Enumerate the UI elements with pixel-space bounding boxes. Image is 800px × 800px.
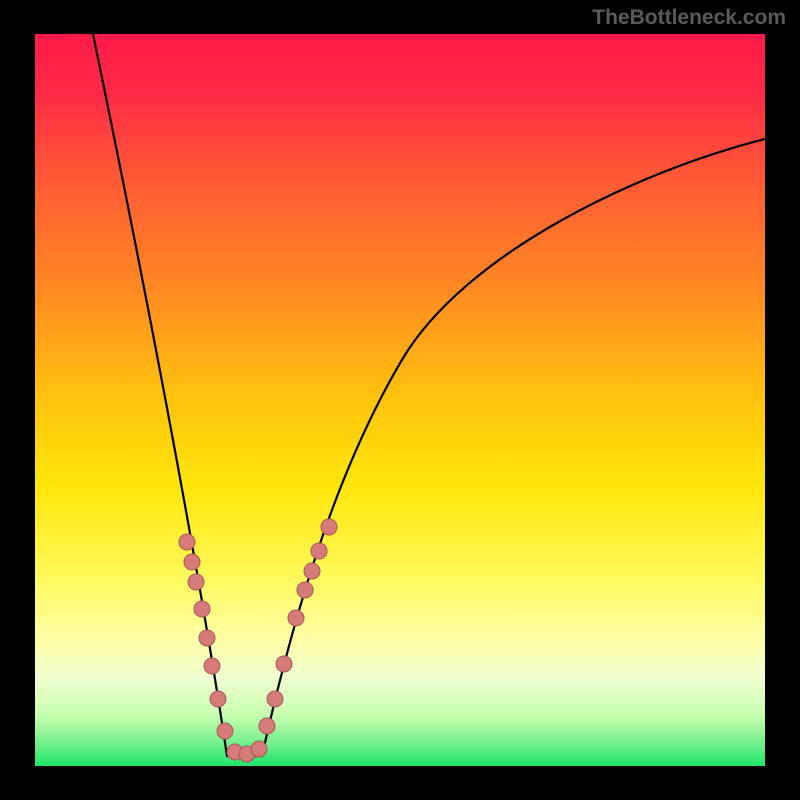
- data-point: [297, 582, 313, 598]
- data-point: [210, 691, 226, 707]
- watermark-text: TheBottleneck.com: [592, 6, 786, 30]
- data-point: [204, 658, 220, 674]
- data-point: [188, 574, 204, 590]
- curve-layer: [35, 34, 765, 766]
- data-point: [276, 656, 292, 672]
- bottleneck-curve: [93, 34, 765, 756]
- data-point: [184, 554, 200, 570]
- data-point: [288, 610, 304, 626]
- data-point: [179, 534, 195, 550]
- data-point: [267, 691, 283, 707]
- data-point: [304, 563, 320, 579]
- chart-container: TheBottleneck.com: [0, 0, 800, 800]
- data-point: [217, 723, 233, 739]
- data-point: [311, 543, 327, 559]
- data-point: [321, 519, 337, 535]
- data-markers: [179, 519, 337, 762]
- data-point: [199, 630, 215, 646]
- data-point: [251, 741, 267, 757]
- data-point: [194, 601, 210, 617]
- plot-area: [35, 34, 765, 766]
- data-point: [259, 718, 275, 734]
